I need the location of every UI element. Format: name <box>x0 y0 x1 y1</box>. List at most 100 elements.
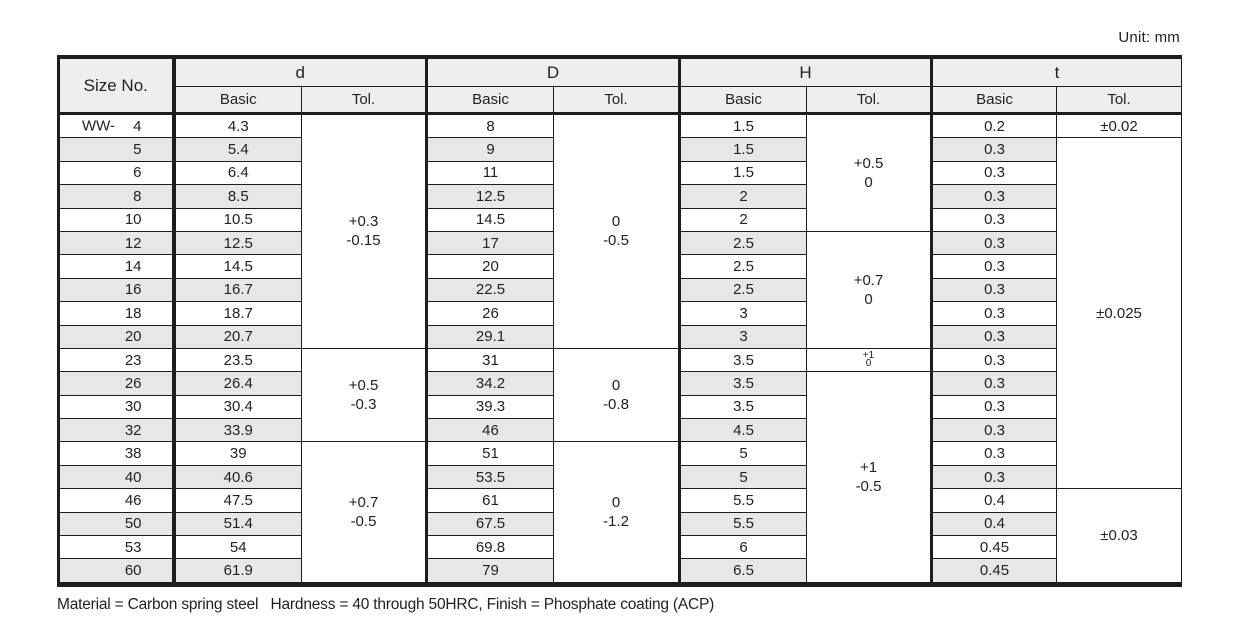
d-tol-cell: +0.7 -0.5 <box>301 441 427 585</box>
size-cell: 14 <box>58 254 174 279</box>
D-tol-cell: 0 -1.2 <box>553 441 680 585</box>
d-basic-cell: 5.4 <box>171 137 302 162</box>
D-basic-cell: 69.8 <box>425 535 554 560</box>
table-row: 18 18.7 26 3 0.3 <box>58 301 1182 326</box>
tol-upper: +1 <box>859 459 878 477</box>
group-header-row: Size No. d D H t <box>58 56 1183 115</box>
H-basic-cell: 5.5 <box>678 511 807 537</box>
tol-lower: 0 <box>864 290 873 308</box>
H-basic-cell: 3 <box>678 324 807 349</box>
tol-lower: -0.5 <box>350 513 377 531</box>
size-number: 23 <box>124 351 142 369</box>
D-basic-cell: 9 <box>425 137 554 162</box>
table-row: 26 26.4 34.2 3.5 +1 -0.5 0.3 <box>58 371 1182 585</box>
table-row: WW- 4 4.3 +0.3 -0.15 8 0 -0.5 1.5 +0.5 0 0.2 ±0.02 <box>58 112 1183 349</box>
tol-lower: -0.3 <box>350 396 377 414</box>
size-number: 4 <box>133 117 142 135</box>
H-basic-cell: 1.5 <box>678 137 807 162</box>
table-row: 53 54 69.8 6 0.45 <box>58 535 1182 560</box>
tol-upper: +0.3 <box>348 213 379 231</box>
tol-lower: -0.15 <box>346 232 381 250</box>
col-group-D: D <box>425 56 680 87</box>
sub-header-row: Basic Tol. Basic Tol. Basic Tol. Basic T… <box>59 86 1183 115</box>
table-row: 16 16.7 22.5 2.5 0.3 <box>58 277 1182 303</box>
d-basic-cell: 20.7 <box>171 324 302 349</box>
t-basic-cell: 0.3 <box>930 301 1057 326</box>
H-basic-cell: 6 <box>678 535 807 560</box>
table-header: Size No. d D H t Basic Tol. Basic Tol. B… <box>58 56 1183 115</box>
d-basic-cell: 40.6 <box>171 464 302 490</box>
size-cell: 50 <box>58 511 174 537</box>
d-basic-cell: 4.3 <box>171 112 302 139</box>
size-number: 10 <box>124 211 142 229</box>
table-row: 40 40.6 53.5 5 0.3 <box>58 464 1182 490</box>
H-basic-cell: 3 <box>678 301 807 326</box>
size-number: 8 <box>133 187 142 205</box>
d-basic-cell: 8.5 <box>171 184 302 209</box>
t-basic-cell: 0.3 <box>930 160 1057 186</box>
size-cell: 8 <box>58 184 174 209</box>
d-basic-cell: 33.9 <box>171 418 302 443</box>
D-basic-cell: 79 <box>425 558 554 585</box>
D-basic-cell: 29.1 <box>425 324 554 349</box>
t-basic-cell: 0.3 <box>930 277 1057 303</box>
d-basic-cell: 47.5 <box>171 488 302 513</box>
d-tol-cell: +0.5 -0.3 <box>301 347 427 443</box>
t-basic-cell: 0.3 <box>930 254 1057 279</box>
H-basic-cell: 2.5 <box>678 254 807 279</box>
H-basic-cell: 2.5 <box>678 230 807 256</box>
size-cell: 23 <box>58 347 174 373</box>
col-group-d: d <box>171 56 427 87</box>
tol-upper: +1 <box>862 349 875 361</box>
H-tol-cell: +0.5 0 <box>806 113 932 232</box>
tol-upper: 0 <box>611 377 621 395</box>
H-basic-cell: 2 <box>678 207 807 232</box>
D-basic-cell: 67.5 <box>425 511 554 537</box>
H-basic-cell: 1.5 <box>678 160 807 186</box>
table-row: 60 61.9 79 6.5 0.45 <box>58 558 1182 585</box>
size-cell: 18 <box>58 301 174 326</box>
d-basic-cell: 51.4 <box>171 511 302 537</box>
size-number: 38 <box>124 445 142 463</box>
d-tol-cell: +0.3 -0.15 <box>301 113 427 349</box>
t-basic-cell: 0.4 <box>930 511 1057 537</box>
table-row: 20 20.7 29.1 3 0.3 <box>58 324 1182 349</box>
material-note: Material = Carbon spring steel Hardness … <box>57 596 715 613</box>
d-basic-cell: 54 <box>171 535 302 560</box>
size-number: 32 <box>124 421 142 439</box>
d-basic-cell: 26.4 <box>171 371 302 396</box>
size-cell: 5 <box>58 137 174 162</box>
H-tol-cell: +0.7 0 <box>806 230 932 349</box>
tol-lower: -1.2 <box>603 513 629 531</box>
t-tol-header: Tol. <box>1055 86 1183 115</box>
d-basic-cell: 10.5 <box>171 207 302 232</box>
size-cell: 16 <box>58 277 174 303</box>
t-basic-cell: 0.4 <box>930 488 1057 513</box>
tol-upper: 0 <box>611 494 621 512</box>
table-row: 12 12.5 17 2.5 +0.7 0 0.3 <box>58 230 1182 349</box>
t-basic-cell: 0.45 <box>930 558 1057 585</box>
t-basic-cell: 0.3 <box>930 441 1057 466</box>
d-basic-cell: 16.7 <box>171 277 302 303</box>
D-tol-cell: 0 -0.5 <box>553 113 680 349</box>
D-basic-cell: 31 <box>425 347 554 373</box>
size-cell: 53 <box>58 535 174 560</box>
size-number: 60 <box>124 562 142 580</box>
size-cell: 60 <box>58 558 174 585</box>
size-cell: 32 <box>58 418 174 443</box>
t-basic-cell: 0.3 <box>930 137 1057 162</box>
D-basic-cell: 39.3 <box>425 394 554 420</box>
H-basic-cell: 3.5 <box>678 394 807 420</box>
D-basic-cell: 17 <box>425 230 554 256</box>
t-basic-cell: 0.3 <box>930 207 1057 232</box>
D-tol-cell: 0 -0.8 <box>553 347 680 443</box>
d-basic-cell: 39 <box>171 441 302 466</box>
d-basic-cell: 14.5 <box>171 254 302 279</box>
size-number: 16 <box>124 281 142 299</box>
D-tol-header: Tol. <box>553 86 680 115</box>
H-basic-cell: 5 <box>678 464 807 490</box>
size-cell: 20 <box>58 324 174 349</box>
tol-upper: +0.7 <box>348 494 379 512</box>
size-number: 53 <box>124 538 142 556</box>
size-number: 14 <box>124 258 142 276</box>
